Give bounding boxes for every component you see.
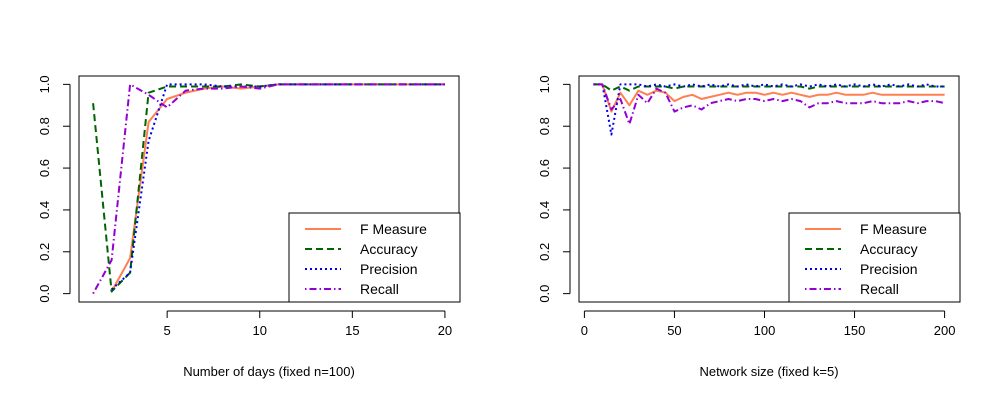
x-tick-label: 20 <box>438 323 452 338</box>
series-line-precision <box>593 83 945 136</box>
x-tick-label: 5 <box>164 323 171 338</box>
legend: F Measure Accuracy Precision Recall <box>788 212 961 303</box>
series-line-recall <box>593 83 945 126</box>
x-tick-label: 50 <box>667 323 681 338</box>
y-tick-label: 0.6 <box>37 159 52 177</box>
x-tick-label: 150 <box>844 323 866 338</box>
y-tick-label: 0.2 <box>37 243 52 261</box>
y-tick-label: 0.8 <box>537 117 552 135</box>
x-tick-label: 200 <box>934 323 956 338</box>
series-line-f-measure <box>593 83 945 113</box>
plot-frame <box>78 75 460 303</box>
x-tick-label: 0 <box>581 323 588 338</box>
y-tick-label: 0.4 <box>537 201 552 219</box>
legend-box <box>288 212 461 303</box>
legend-label: Accuracy <box>860 241 918 257</box>
chart-panel-days: 5 10 15 20 0.0 0.2 0.4 0.6 0.8 1.0 Number of days … <box>37 75 461 379</box>
series-line-recall <box>92 83 445 295</box>
x-axis-title: Network size (fixed k=5) <box>699 364 838 379</box>
plot-frame <box>578 75 960 303</box>
legend-label: Recall <box>360 281 399 297</box>
x-tick-label: 100 <box>754 323 776 338</box>
y-tick-label: 0.0 <box>37 285 52 303</box>
legend-label: Precision <box>360 261 418 277</box>
series-line-accuracy <box>92 83 445 293</box>
legend-label: Precision <box>860 261 918 277</box>
legend-label: Accuracy <box>360 241 418 257</box>
legend: F Measure Accuracy Precision Recall <box>288 212 461 303</box>
legend-label: F Measure <box>860 221 927 237</box>
x-axis-title: Number of days (fixed n=100) <box>183 364 355 379</box>
y-tick-label: 0.6 <box>537 159 552 177</box>
series-line-accuracy <box>593 83 945 92</box>
x-tick-label: 10 <box>253 323 267 338</box>
y-tick-label: 0.8 <box>37 117 52 135</box>
x-tick-label: 15 <box>345 323 359 338</box>
chart-panel-network-size: 0 50 100 150 200 0.0 0.2 0.4 0.6 0.8 1.0 Network si… <box>537 75 961 379</box>
y-tick-label: 0.2 <box>537 243 552 261</box>
legend-label: Recall <box>860 281 899 297</box>
legend-box <box>788 212 961 303</box>
y-tick-label: 1.0 <box>37 75 52 93</box>
y-tick-label: 0.0 <box>537 285 552 303</box>
legend-label: F Measure <box>360 221 427 237</box>
y-tick-label: 0.4 <box>37 201 52 219</box>
y-tick-label: 1.0 <box>537 75 552 93</box>
